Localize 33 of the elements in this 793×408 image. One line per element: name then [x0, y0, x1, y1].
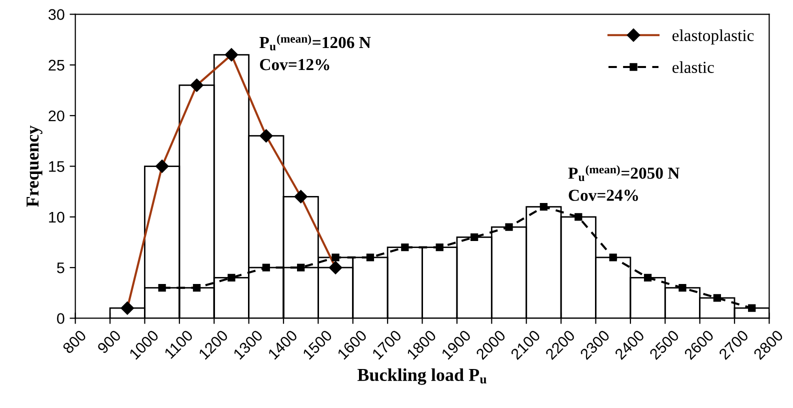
point [332, 254, 340, 262]
y-tick-label: 0 [57, 313, 64, 324]
x-tick-label: 800 [62, 329, 87, 354]
point [713, 294, 721, 302]
y-tick-label: 20 [48, 110, 64, 122]
y-tick-label: 25 [48, 60, 64, 71]
y-tick-label: 10 [49, 212, 64, 223]
point [540, 202, 548, 211]
point [262, 264, 270, 272]
point [228, 274, 236, 282]
y-tick-label: 15 [49, 161, 64, 172]
y-axis-title: Frequency [26, 125, 42, 207]
point [192, 284, 201, 292]
point [748, 304, 756, 312]
point [470, 233, 478, 242]
legend-label: elastoplastic [672, 29, 754, 44]
point [401, 243, 409, 252]
point [366, 254, 374, 262]
point [158, 284, 166, 292]
point [505, 223, 513, 231]
point [678, 284, 686, 292]
x-axis-title: Buckling load P$_{u}$ [357, 368, 486, 385]
point [574, 213, 582, 221]
y-tick-label: 30 [48, 9, 64, 20]
x-tick-label: 900 [96, 329, 122, 354]
annotation: P$_{u}$$^{(mean)}$=2050 N Cov=24% [568, 165, 680, 201]
y-tick-label: 5 [57, 262, 64, 274]
point [644, 274, 652, 282]
point [297, 264, 305, 272]
legend-label: elastic [672, 61, 714, 73]
point [609, 254, 617, 262]
point [436, 243, 444, 252]
annotation: P$_{u}$$^{(mean)}$=1206 N Cov=12% [259, 34, 371, 70]
